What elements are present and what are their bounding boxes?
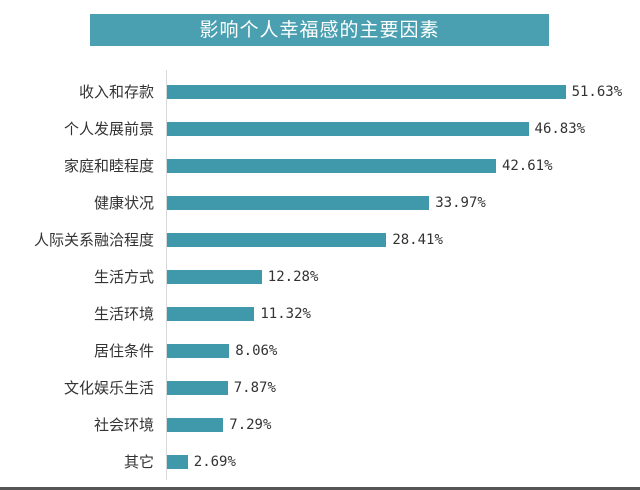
value-label: 7.87% [233, 380, 276, 396]
bar [167, 233, 387, 247]
value-label: 7.29% [229, 417, 272, 433]
category-label: 人际关系融洽程度 [33, 231, 154, 249]
category-label: 个人发展前景 [63, 120, 154, 138]
bar [167, 85, 566, 99]
bar-row: 个人发展前景 46.83% [0, 119, 640, 139]
y-axis-line [166, 70, 167, 480]
value-label: 11.32% [260, 306, 311, 322]
category-label: 收入和存款 [78, 83, 154, 101]
category-label: 家庭和睦程度 [63, 157, 154, 175]
category-label: 生活方式 [93, 268, 154, 286]
bar [167, 344, 230, 358]
bar [167, 455, 188, 469]
category-label: 健康状况 [93, 194, 154, 212]
bar-row: 居住条件 8.06% [0, 341, 640, 361]
bar [167, 307, 255, 321]
bar [167, 270, 262, 284]
value-label: 2.69% [193, 454, 236, 470]
category-label: 生活环境 [93, 305, 154, 323]
bar [167, 122, 529, 136]
bar [167, 381, 228, 395]
bar-row: 健康状况 33.97% [0, 193, 640, 213]
bar-row: 收入和存款 51.63% [0, 82, 640, 102]
bar [167, 418, 224, 432]
bar-row: 文化娱乐生活 7.87% [0, 378, 640, 398]
bar-row: 其它 2.69% [0, 452, 640, 472]
value-label: 42.61% [501, 158, 553, 174]
bar-row: 家庭和睦程度 42.61% [0, 156, 640, 176]
value-label: 33.97% [435, 195, 486, 211]
value-label: 8.06% [235, 343, 278, 359]
bar-row: 生活方式 12.28% [0, 267, 640, 287]
category-label: 文化娱乐生活 [63, 379, 154, 397]
category-label: 居住条件 [93, 342, 154, 360]
chart-title: 影响个人幸福感的主要因素 [90, 14, 549, 46]
category-label: 其它 [123, 453, 154, 471]
bar-row: 社会环境 7.29% [0, 415, 640, 435]
bar-row: 人际关系融洽程度 28.41% [0, 230, 640, 250]
bar-row: 生活环境 11.32% [0, 304, 640, 324]
value-label: 46.83% [534, 121, 586, 137]
bar [167, 196, 430, 210]
value-label: 28.41% [392, 232, 443, 248]
category-label: 社会环境 [93, 416, 154, 434]
bar [167, 159, 496, 173]
value-label: 12.28% [267, 269, 319, 285]
value-label: 51.63% [571, 84, 623, 100]
